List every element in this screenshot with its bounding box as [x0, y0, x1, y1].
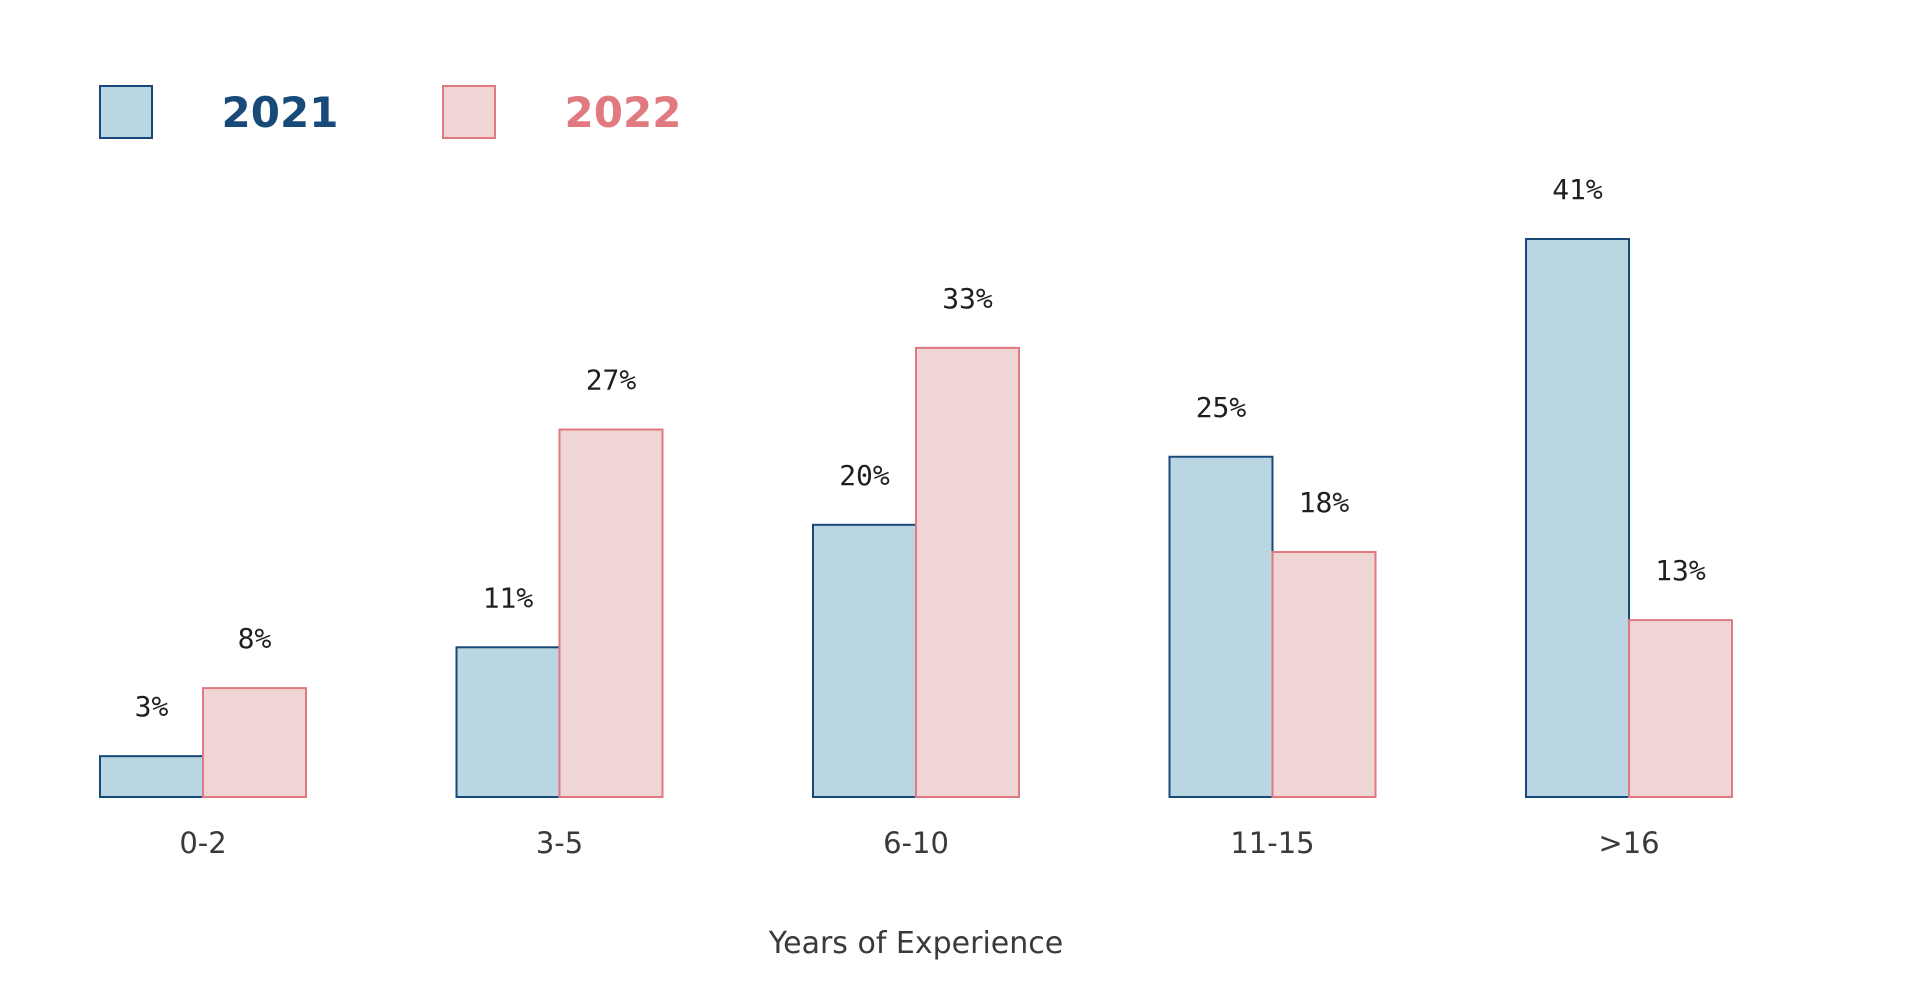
- chart-legend: 2021 2022: [99, 85, 682, 139]
- bar-2022-1: [558, 428, 664, 798]
- value-label-2021-0: 3%: [135, 690, 169, 723]
- value-label-2021-4: 41%: [1552, 173, 1603, 206]
- value-label-2021-1: 11%: [483, 581, 534, 614]
- value-label-2022-2: 33%: [942, 282, 993, 315]
- legend-label-2021: 2021: [222, 88, 339, 137]
- bar-2022-4: [1628, 619, 1733, 799]
- x-tick-label-4: >16: [1598, 826, 1659, 860]
- x-axis-ticks: 0-2 3-5 6-10 11-15 >16: [179, 826, 1659, 860]
- x-tick-label-0: 0-2: [179, 826, 226, 860]
- bar-2021-1: [455, 646, 561, 798]
- x-tick-label-2: 6-10: [883, 826, 949, 860]
- value-label-2021-2: 20%: [839, 459, 890, 492]
- bar-2021-0: [99, 755, 204, 798]
- legend-label-2022: 2022: [565, 88, 682, 137]
- x-axis-title: Years of Experience: [768, 926, 1063, 961]
- bar-2021-2: [812, 523, 917, 798]
- legend-swatch-2021: [99, 85, 153, 139]
- bar-2022-3: [1271, 551, 1377, 799]
- x-tick-label-1: 3-5: [536, 826, 583, 860]
- bar-2022-2: [915, 346, 1020, 798]
- bar-2021-4: [1525, 238, 1630, 798]
- value-labels: 3% 8% 11% 27% 20% 33% 25% 18% 41% 13%: [135, 173, 1706, 723]
- bar-2021-3: [1168, 455, 1274, 798]
- value-label-2021-3: 25%: [1196, 391, 1247, 424]
- legend-swatch-2022: [442, 85, 496, 139]
- bar-2022-0: [202, 687, 307, 798]
- value-label-2022-0: 8%: [238, 622, 272, 655]
- value-label-2022-3: 18%: [1299, 486, 1350, 519]
- x-tick-label-3: 11-15: [1230, 826, 1314, 860]
- chart-bars: [99, 238, 1733, 799]
- value-label-2022-1: 27%: [586, 364, 637, 397]
- value-label-2022-4: 13%: [1655, 554, 1706, 587]
